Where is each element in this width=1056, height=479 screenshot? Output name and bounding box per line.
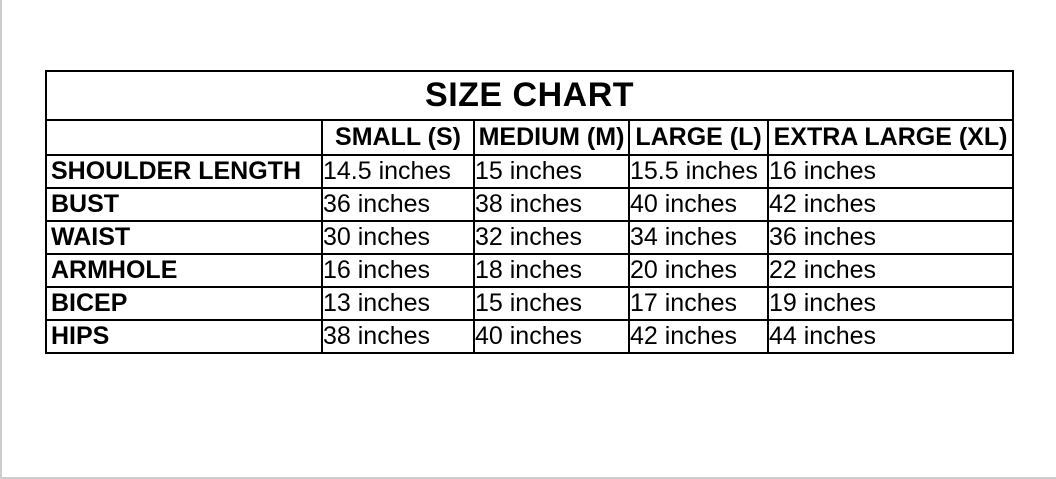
value-cell: 19 inches [766, 286, 1015, 321]
size-chart-table: SIZE CHART SMALL (S) MEDIUM (M) LARGE (L… [44, 70, 1015, 354]
value-cell: 15 inches [473, 286, 630, 321]
value-cell: 14.5 inches [321, 154, 475, 189]
value-cell: 15 inches [473, 154, 630, 189]
header-cell-empty [45, 119, 323, 156]
table-row: ARMHOLE 16 inches 18 inches 20 inches 22… [45, 253, 1015, 288]
row-label: SHOULDER LENGTH [45, 154, 323, 189]
value-cell: 38 inches [321, 319, 475, 354]
value-cell: 20 inches [628, 253, 769, 288]
value-cell: 22 inches [766, 253, 1015, 288]
value-cell: 42 inches [628, 319, 769, 354]
value-cell: 32 inches [473, 220, 630, 255]
row-label: HIPS [45, 319, 323, 354]
value-cell: 38 inches [473, 187, 630, 222]
value-cell: 42 inches [766, 187, 1015, 222]
header-cell-medium: MEDIUM (M) [473, 119, 630, 156]
table-row: WAIST 30 inches 32 inches 34 inches 36 i… [45, 220, 1015, 255]
value-cell: 16 inches [321, 253, 475, 288]
value-cell: 40 inches [473, 319, 630, 354]
value-cell: 36 inches [321, 187, 475, 222]
title-row: SIZE CHART [44, 70, 1015, 121]
value-cell: 30 inches [321, 220, 475, 255]
header-cell-small: SMALL (S) [321, 119, 475, 156]
value-cell: 44 inches [766, 319, 1015, 354]
value-cell: 18 inches [473, 253, 630, 288]
header-cell-extra-large: EXTRA LARGE (XL) [766, 119, 1015, 156]
value-cell: 17 inches [628, 286, 769, 321]
table-row: BUST 36 inches 38 inches 40 inches 42 in… [45, 187, 1015, 222]
page-edge-bottom [0, 477, 1056, 479]
table-row: SHOULDER LENGTH 14.5 inches 15 inches 15… [45, 154, 1015, 189]
header-cell-large: LARGE (L) [628, 119, 769, 156]
header-row: SMALL (S) MEDIUM (M) LARGE (L) EXTRA LAR… [45, 119, 1015, 156]
value-cell: 40 inches [628, 187, 769, 222]
row-label: WAIST [45, 220, 323, 255]
table-row: BICEP 13 inches 15 inches 17 inches 19 i… [45, 286, 1015, 321]
table-row: HIPS 38 inches 40 inches 42 inches 44 in… [45, 319, 1015, 354]
value-cell: 13 inches [321, 286, 475, 321]
row-label: ARMHOLE [45, 253, 323, 288]
value-cell: 36 inches [766, 220, 1015, 255]
page-edge-left [0, 0, 2, 479]
row-label: BICEP [45, 286, 323, 321]
value-cell: 15.5 inches [628, 154, 769, 189]
table-title: SIZE CHART [44, 70, 1015, 121]
value-cell: 16 inches [766, 154, 1015, 189]
value-cell: 34 inches [628, 220, 769, 255]
row-label: BUST [45, 187, 323, 222]
